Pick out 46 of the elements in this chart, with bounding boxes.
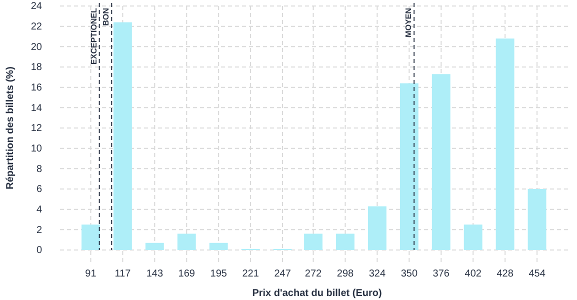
x-axis-title: Prix d'achat du billet (Euro) (252, 288, 382, 299)
bar (464, 224, 482, 250)
y-tick-label: 18 (30, 62, 42, 74)
bar (177, 234, 196, 250)
bar (145, 242, 164, 250)
bar (209, 242, 228, 250)
bar (368, 206, 386, 250)
ref-line-label: EXCEPTIONEL (89, 8, 98, 64)
y-tick-label: 10 (30, 144, 42, 155)
bar (336, 234, 354, 250)
x-tick-label: 143 (146, 268, 164, 280)
y-tick-label: 14 (30, 102, 42, 114)
y-tick-label: 6 (36, 184, 42, 196)
y-tick-label: 8 (36, 164, 42, 175)
y-tick-label: 0 (36, 245, 42, 256)
bar (496, 38, 514, 250)
x-tick-label: 298 (336, 268, 354, 280)
ref-line-label: BON (102, 8, 111, 26)
y-tick-label: 4 (36, 204, 42, 216)
bar (113, 22, 132, 250)
bar (400, 83, 418, 250)
x-tick-label: 117 (114, 268, 132, 280)
y-tick-label: 16 (30, 82, 42, 94)
y-tick-label: 24 (30, 1, 42, 12)
x-tick-label: 350 (400, 268, 418, 280)
y-tick-label: 2 (36, 224, 42, 236)
x-tick-label: 91 (85, 268, 97, 280)
y-axis-title: Répartition des billets (%) (5, 66, 16, 190)
x-tick-label: 324 (368, 268, 386, 280)
x-tick-label: 402 (464, 268, 482, 280)
x-tick-label: 221 (242, 268, 260, 280)
x-tick-label: 428 (496, 268, 514, 280)
x-tick-label: 376 (432, 268, 450, 280)
y-tick-label: 22 (30, 22, 42, 33)
x-tick-label: 272 (304, 268, 322, 280)
bar (432, 74, 450, 250)
bar (528, 189, 546, 250)
x-tick-label: 169 (178, 268, 196, 280)
ref-line-label: MOYEN (404, 8, 414, 38)
y-tick-label: 12 (30, 123, 42, 134)
x-tick-label: 195 (210, 268, 228, 280)
x-tick-label: 454 (528, 268, 546, 280)
bar (304, 234, 322, 250)
x-tick-label: 247 (274, 268, 292, 280)
y-tick-label: 20 (30, 42, 42, 53)
bar (82, 224, 100, 250)
